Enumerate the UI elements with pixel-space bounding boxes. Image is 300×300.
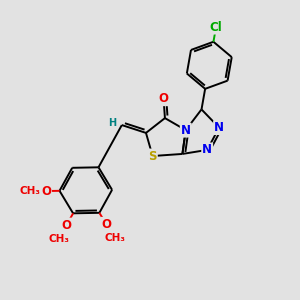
Text: S: S xyxy=(148,149,157,163)
Text: N: N xyxy=(181,124,191,136)
Text: CH₃: CH₃ xyxy=(48,235,69,244)
Text: CH₃: CH₃ xyxy=(19,186,40,197)
Text: O: O xyxy=(41,184,51,198)
Text: O: O xyxy=(61,219,72,232)
Text: O: O xyxy=(101,218,111,231)
Text: O: O xyxy=(159,92,169,105)
Text: CH₃: CH₃ xyxy=(104,233,125,243)
Text: N: N xyxy=(214,121,224,134)
Text: H: H xyxy=(109,118,117,128)
Text: N: N xyxy=(202,143,212,156)
Text: Cl: Cl xyxy=(210,21,222,34)
